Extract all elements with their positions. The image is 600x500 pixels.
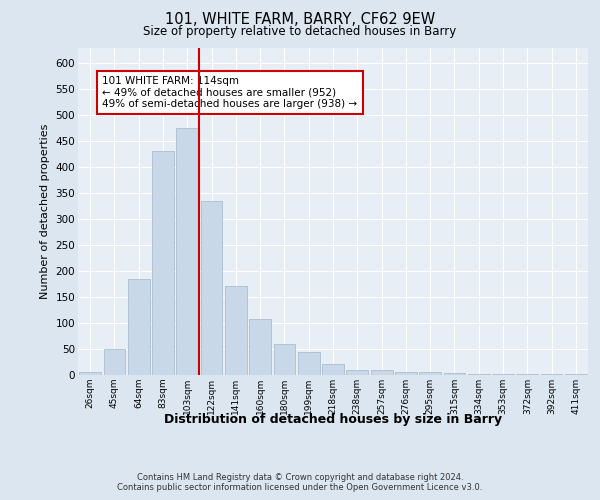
Bar	[298, 352, 320, 375]
Bar	[322, 364, 344, 375]
Bar	[565, 374, 587, 375]
Text: 101 WHITE FARM: 114sqm
← 49% of detached houses are smaller (952)
49% of semi-de: 101 WHITE FARM: 114sqm ← 49% of detached…	[102, 76, 358, 110]
Y-axis label: Number of detached properties: Number of detached properties	[40, 124, 50, 299]
Bar	[419, 372, 441, 375]
Bar	[200, 201, 223, 375]
Bar	[79, 372, 101, 375]
Bar	[104, 349, 125, 375]
Text: Distribution of detached houses by size in Barry: Distribution of detached houses by size …	[164, 412, 502, 426]
Bar	[468, 374, 490, 375]
Bar	[492, 374, 514, 375]
Bar	[395, 372, 417, 375]
Text: Contains HM Land Registry data © Crown copyright and database right 2024.
Contai: Contains HM Land Registry data © Crown c…	[118, 472, 482, 492]
Text: 101, WHITE FARM, BARRY, CF62 9EW: 101, WHITE FARM, BARRY, CF62 9EW	[165, 12, 435, 28]
Bar	[176, 128, 198, 375]
Bar	[541, 374, 562, 375]
Bar	[225, 286, 247, 375]
Bar	[517, 374, 538, 375]
Bar	[249, 320, 271, 375]
Bar	[274, 344, 295, 375]
Bar	[371, 370, 392, 375]
Bar	[443, 374, 466, 375]
Bar	[128, 279, 149, 375]
Bar	[346, 370, 368, 375]
Bar	[152, 152, 174, 375]
Text: Size of property relative to detached houses in Barry: Size of property relative to detached ho…	[143, 25, 457, 38]
